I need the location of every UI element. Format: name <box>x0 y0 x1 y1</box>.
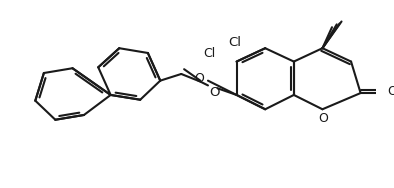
Text: O: O <box>209 86 219 99</box>
Text: O: O <box>194 72 204 85</box>
Text: Cl: Cl <box>203 47 216 60</box>
Text: O: O <box>387 85 394 98</box>
Text: O: O <box>318 112 328 125</box>
Text: Cl: Cl <box>228 36 241 49</box>
